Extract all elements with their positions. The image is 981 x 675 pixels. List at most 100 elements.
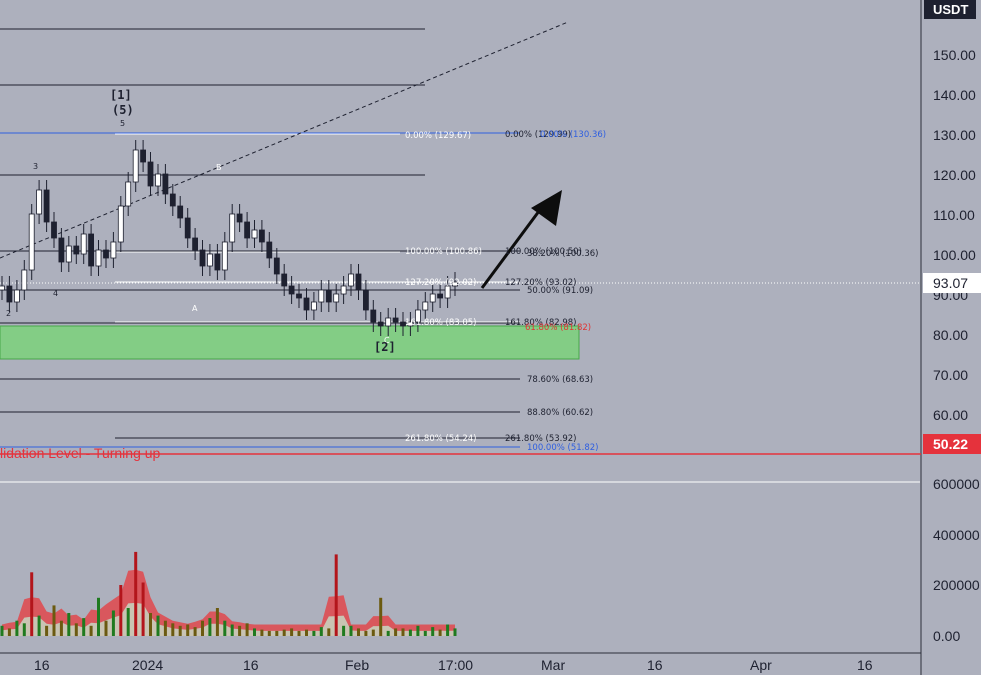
candle-body xyxy=(362,289,369,311)
fib-label-786: 78.60% (68.63) xyxy=(527,375,593,385)
volume-bar xyxy=(364,630,368,636)
time-tick: Feb xyxy=(345,657,369,673)
volume-bar xyxy=(245,623,249,637)
current-price-label: 93.07 xyxy=(933,275,968,291)
candle-body xyxy=(258,229,265,243)
volume-bar xyxy=(0,625,4,636)
volume-bar xyxy=(52,605,56,636)
volume-bar xyxy=(134,551,138,636)
candle-body xyxy=(400,321,406,327)
time-axis[interactable]: 16 2024 16 Feb 17:00 Mar 16 Apr 16 xyxy=(34,657,873,673)
price-tick: 110.00 xyxy=(933,207,975,223)
candle-body xyxy=(110,241,117,259)
volume-bar xyxy=(297,630,301,636)
candle-body xyxy=(21,269,28,291)
candle-body xyxy=(192,237,199,251)
candle-body xyxy=(184,217,191,239)
candle-body xyxy=(177,205,184,219)
candle-body xyxy=(452,281,458,287)
candle-body xyxy=(310,301,317,311)
price-tick: 120.00 xyxy=(933,167,976,183)
volume-bar xyxy=(15,620,19,636)
candle-body xyxy=(325,289,332,303)
time-tick: 16 xyxy=(647,657,663,673)
volume-tick: 400000 xyxy=(933,527,980,543)
candle-body xyxy=(103,249,109,259)
candle-body xyxy=(28,213,35,271)
volume-bar xyxy=(104,620,108,636)
candle-body xyxy=(303,297,310,311)
volume-bar xyxy=(163,620,167,636)
volume-band-lower xyxy=(2,602,455,636)
candle-body xyxy=(407,321,414,327)
wave-label-4: 4 xyxy=(53,289,58,298)
candle-body xyxy=(80,233,87,255)
wave-label-1: [1] xyxy=(110,88,132,102)
candle-body xyxy=(348,273,354,287)
candle-body xyxy=(58,237,65,263)
volume-bar xyxy=(126,608,130,636)
volume-bar xyxy=(260,629,264,636)
fib-label-100a: 100.00% (100.86) xyxy=(405,247,482,257)
volume-bar xyxy=(59,620,63,636)
candle-body xyxy=(125,181,132,207)
volume-bar xyxy=(319,627,323,636)
volume-bar xyxy=(267,630,271,636)
time-tick: 17:00 xyxy=(438,657,473,673)
candle-body xyxy=(333,293,340,303)
volume-bar xyxy=(334,554,338,636)
volume-bars xyxy=(0,551,457,637)
candle-body xyxy=(236,213,243,223)
volume-bar xyxy=(89,625,93,636)
wave-label-bottom: [2] xyxy=(374,340,396,354)
candle-body xyxy=(385,317,392,327)
candle-body xyxy=(147,161,154,187)
trend-line[interactable] xyxy=(0,21,569,259)
wave-label-5-paren: (5) xyxy=(112,103,134,117)
time-tick: 16 xyxy=(857,657,873,673)
volume-bar xyxy=(253,628,256,636)
level-price-tag xyxy=(923,434,981,454)
fib-label-161a: 161.80% (83.05) xyxy=(405,318,477,328)
volume-tick: 600000 xyxy=(933,476,980,492)
volume-bar xyxy=(97,597,100,637)
volume-bar xyxy=(67,613,71,636)
fib-label-161b: 161.80% (82.98) xyxy=(505,318,577,328)
wave-label-5: 5 xyxy=(120,119,125,128)
volume-bar xyxy=(149,613,152,636)
fib-label-0c: 0.00% (130.36) xyxy=(540,130,606,140)
candle-body xyxy=(318,289,325,303)
fib-label-50: 50.00% (91.09) xyxy=(527,286,593,296)
candle-body xyxy=(95,249,102,267)
candle-body xyxy=(288,285,295,295)
wave-label-b: B xyxy=(216,163,222,172)
candle-body xyxy=(13,289,20,303)
candle-body xyxy=(36,189,42,215)
volume-bar xyxy=(282,629,286,636)
candle-body xyxy=(251,229,258,239)
price-tick: 60.00 xyxy=(933,407,968,423)
volume-bar xyxy=(7,628,11,636)
price-axis[interactable]: USDT 150.00 140.00 130.00 120.00 110.00 … xyxy=(923,0,981,644)
fib-label-261b: 261.80% (53.92) xyxy=(505,434,577,444)
volume-bar xyxy=(423,630,427,636)
volume-bar xyxy=(327,628,331,636)
candle-body xyxy=(0,285,5,291)
candle-body xyxy=(88,233,94,267)
candle-body xyxy=(273,257,280,275)
volume-bar xyxy=(312,630,316,636)
candle-body xyxy=(422,301,429,311)
fib-label-100b: 100.00% (100.50) xyxy=(505,247,582,257)
candle-body xyxy=(229,213,236,243)
candle-body xyxy=(117,205,124,243)
volume-bar xyxy=(215,608,219,636)
volume-bar xyxy=(238,625,242,636)
price-tick: 100.00 xyxy=(933,247,976,263)
price-tick: 150.00 xyxy=(933,47,976,63)
volume-bar xyxy=(401,628,405,636)
green-zone[interactable] xyxy=(0,325,580,360)
volume-bar xyxy=(171,623,175,637)
fib-label-382: 38.20% (100.36) xyxy=(527,249,599,259)
fib-label-0a: 0.00% (129.67) xyxy=(405,131,471,141)
